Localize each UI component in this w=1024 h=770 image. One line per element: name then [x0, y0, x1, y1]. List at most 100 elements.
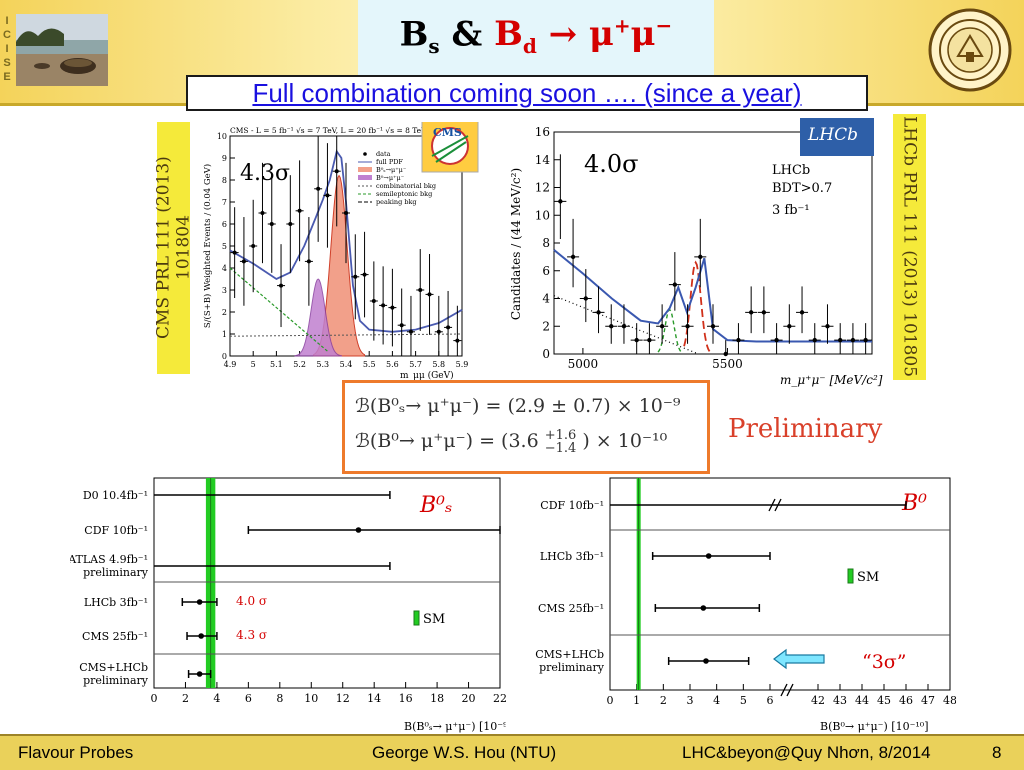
lhcb-data-point — [659, 324, 665, 329]
cms-significance: 4.3σ — [240, 161, 290, 186]
preliminary-label: Preliminary — [728, 414, 883, 444]
cms-data-point — [232, 250, 237, 255]
title-bd: Bd — [494, 14, 537, 58]
b0-row-label: CMS+LHCb — [535, 648, 604, 661]
cms-y-tick-label: 6 — [222, 220, 227, 229]
cms-y-tick-label: 7 — [222, 198, 227, 207]
bs-central-value — [196, 599, 203, 605]
page-number: 8 — [992, 743, 1002, 762]
cms-data-point — [371, 299, 376, 303]
lhcb-x-tick-label: 5000 — [568, 357, 599, 371]
cms-y-tick-label: 3 — [222, 286, 227, 295]
b0-axis-break — [786, 683, 794, 697]
cms-semileptonic-bkg-line — [229, 267, 328, 352]
lhcb-y-tick-label: 6 — [542, 264, 550, 278]
university-seal-icon — [928, 8, 1012, 92]
bs-row-label-sub: preliminary — [83, 674, 149, 687]
b0-x-tick-label: 43 — [833, 694, 847, 707]
footer-left: Flavour Probes — [18, 743, 134, 762]
cms-mass-plot: CMS - L = 5 fb⁻¹ √s = 7 TeV, L = 20 fb⁻¹… — [202, 122, 479, 380]
b0-row-label-sub: preliminary — [539, 661, 605, 674]
lhcb-data-point — [570, 254, 576, 260]
lhcb-citation: LHCb PRL 111 (2013) 101805 — [893, 114, 926, 380]
b0-sm-legend-marker — [847, 568, 854, 584]
cms-data-point — [381, 303, 386, 308]
cms-y-tick-label: 0 — [222, 352, 227, 361]
cms-data-point — [241, 259, 246, 264]
side-letter: I — [5, 43, 9, 55]
b0-central-value — [703, 658, 709, 664]
cms-data-point — [455, 338, 460, 343]
bs-row-label: D0 10.4fb⁻¹ — [83, 489, 148, 502]
bs-x-tick-label: 12 — [336, 692, 350, 705]
cms-legend-entry: full PDF — [376, 158, 403, 166]
cms-header-label: CMS - L = 5 fb⁻¹ √s = 7 TeV, L = 20 fb⁻¹… — [230, 126, 427, 135]
lhcb-mass-plot: 4.0σ LHCb BDT>0.7 3 fb⁻¹ Candidates / (4… — [509, 118, 883, 387]
b0-central-value — [705, 553, 712, 559]
bs-xlabel: B(B⁰ₛ→ μ⁺μ⁻) [10⁻⁹] — [404, 720, 506, 733]
lhcb-data-point — [583, 296, 588, 301]
cms-data-point — [390, 305, 395, 310]
lhcb-y-tick-label: 4 — [542, 292, 550, 306]
b0-x-tick-label: 2 — [660, 694, 667, 707]
cms-x-tick-label: 5.8 — [432, 360, 445, 369]
bs-x-tick-label: 6 — [245, 692, 252, 705]
lhcb-data-point — [621, 324, 627, 329]
b0-summary-plot: B⁰ B(B⁰→ μ⁺μ⁻) [10⁻¹⁰] 0 1 2 3 4 5 6 42 43 44 45 46… — [535, 477, 956, 733]
lhcb-fit-curve — [553, 249, 872, 343]
cms-combinatorial-bkg-line — [229, 333, 463, 337]
bd-result-err-down: −1.4 — [544, 441, 577, 456]
lhcb-y-tick-label: 14 — [535, 153, 551, 167]
bs-x-tick-label: 14 — [367, 692, 381, 705]
cms-data-point — [344, 211, 348, 215]
cms-legend-entry: B⁰→μ⁺μ⁻ — [376, 174, 404, 182]
lhcb-data-point — [723, 351, 728, 357]
side-letter: S — [3, 57, 11, 69]
title-minus: − — [655, 14, 673, 38]
cms-y-tick-label: 9 — [222, 154, 227, 163]
cms-x-tick-label: 5.3 — [316, 360, 329, 369]
lhcb-y-tick-label: 16 — [535, 125, 550, 139]
slide-title: Bs & Bd → μ+μ− — [358, 14, 714, 58]
cms-y-tick-label: 2 — [222, 308, 227, 317]
title-sub-d: d — [522, 34, 537, 59]
cms-data-point — [418, 288, 423, 292]
b0-x-tick-label: 0 — [607, 694, 614, 707]
cms-x-tick-label: 5.6 — [386, 360, 399, 369]
cms-data-point — [297, 208, 302, 213]
b0-x-tick-label: 44 — [855, 694, 869, 707]
lhcb-data-point — [609, 324, 614, 329]
lhcb-data-point — [634, 337, 639, 343]
bs-row-label-sub: preliminary — [83, 566, 149, 579]
b0-x-tick-label: 5 — [740, 694, 747, 707]
cms-x-tick-label: 5.9 — [456, 360, 469, 369]
side-letter: I — [5, 15, 9, 27]
b0-x-tick-label: 1 — [633, 694, 640, 707]
cms-legend-entry: B⁰ₛ→μ⁺μ⁻ — [376, 166, 406, 174]
title-b: B — [399, 14, 429, 55]
lhcb-data-point — [698, 254, 703, 260]
lhcb-data-point — [774, 337, 779, 343]
cms-legend-marker — [363, 152, 367, 156]
lhcb-data-point — [787, 324, 792, 329]
title-b2: B — [494, 14, 523, 55]
lhcb-data-point — [685, 324, 690, 329]
lhcb-data-point — [748, 310, 754, 315]
subtitle: Full combination coming soon …. (since a… — [186, 75, 868, 111]
title-sub-s: s — [428, 34, 440, 59]
bs-row-label: LHCb 3fb⁻¹ — [84, 596, 148, 609]
bs-x-tick-label: 16 — [399, 692, 413, 705]
b0-x-tick-label: 48 — [943, 694, 956, 707]
lhcb-logo-icon: LHCb — [800, 118, 874, 156]
beach-photo-image — [16, 14, 108, 86]
lhcb-data-point — [863, 337, 868, 343]
title-box — [358, 0, 714, 82]
lhcb-data-point — [825, 324, 830, 329]
bd-result-prefix: ℬ(B⁰→ μ⁺μ⁻) = (3.6 — [355, 430, 539, 452]
b0-sm-legend-label: SM — [857, 570, 879, 585]
lhcb-y-tick-label: 8 — [542, 236, 550, 250]
lhcb-data-point — [812, 337, 817, 343]
lhcb-data-point — [558, 199, 563, 204]
cms-legend-marker — [358, 167, 372, 172]
